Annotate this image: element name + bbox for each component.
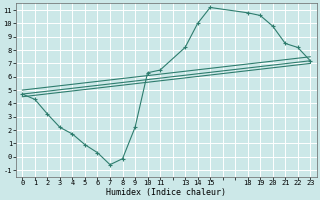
X-axis label: Humidex (Indice chaleur): Humidex (Indice chaleur) [106,188,226,197]
